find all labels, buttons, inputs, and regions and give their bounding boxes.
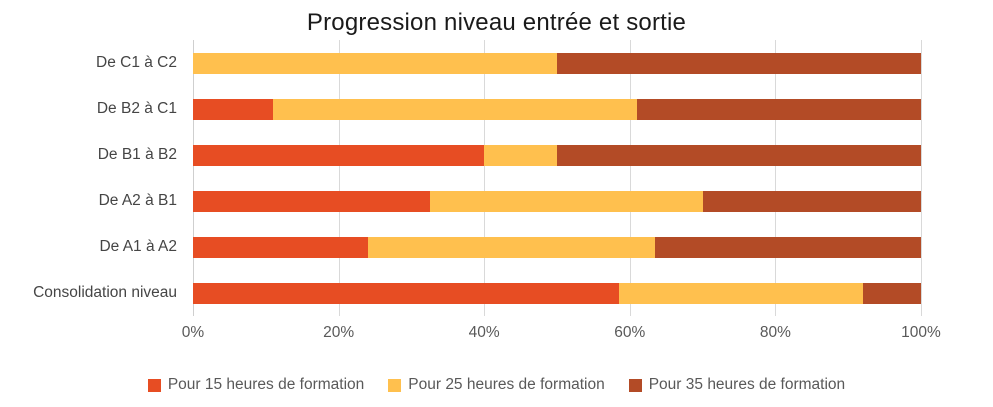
bar-row [193,178,921,224]
y-axis-label: Consolidation niveau [33,284,177,301]
legend-swatch [388,378,402,392]
y-axis-label: De B2 à C1 [96,100,177,117]
x-axis-tick-label: 100% [901,324,941,341]
bar-segment-series1 [193,144,485,166]
y-axis-label: De A1 à A2 [99,238,177,255]
stacked-bar [193,190,921,212]
gridline [775,40,777,316]
bar-segment-series3 [637,98,921,120]
legend-item: Pour 35 heures de formation [628,376,846,394]
bar-segment-series2 [429,190,703,212]
y-axis-labels: De C1 à C2 De B2 à C1 De B1 à B2 De A2 à B1… [0,40,185,316]
bars-container [193,40,921,316]
gridline [338,40,340,316]
bar-segment-series3 [556,144,921,166]
legend-swatch [628,378,642,392]
bar-segment-series1 [193,282,619,304]
bar-row [193,132,921,178]
bar-segment-series1 [193,190,430,212]
gridline [484,40,486,316]
bar-segment-series3 [702,190,921,212]
legend-item: Pour 15 heures de formation [147,376,365,394]
bar-row [193,40,921,86]
stacked-bar [193,282,921,304]
chart-legend: Pour 15 heures de formation Pour 25 heure… [0,376,993,394]
stacked-bar [193,236,921,258]
chart-title: Progression niveau entrée et sortie [306,9,687,36]
legend-label: Pour 35 heures de formation [648,376,846,393]
bar-segment-series3 [655,236,921,258]
bar-segment-series1 [193,236,368,258]
stacked-bar [193,144,921,166]
bar-segment-series3 [862,282,921,304]
stacked-bar [193,98,921,120]
gridline [193,40,194,316]
legend-label: Pour 15 heures de formation [167,376,365,393]
legend-swatch [147,378,161,392]
x-axis-tick-label: 40% [468,324,500,341]
bar-segment-series2 [273,98,638,120]
bar-row [193,86,921,132]
gridline [921,40,922,316]
stacked-bar [193,52,921,74]
bar-segment-series2 [193,52,557,74]
bar-segment-series2 [367,236,656,258]
y-axis-label: De C1 à C2 [96,54,177,71]
plot-area [193,40,922,316]
bar-row [193,224,921,270]
legend-item: Pour 25 heures de formation [388,376,605,394]
y-axis-label: De A2 à B1 [98,192,177,209]
gridline [629,40,631,316]
bar-segment-series1 [193,98,274,120]
bar-segment-series2 [618,282,863,304]
x-axis-tick-label: 60% [614,324,646,341]
legend-label: Pour 25 heures de formation [408,376,605,393]
y-axis-label: De B1 à B2 [97,146,177,163]
x-axis-tick-label: 20% [323,324,355,341]
bar-row [193,270,921,316]
x-axis-tick-label: 80% [759,324,791,341]
x-axis: 0% 20% 40% 60% 80% 100% [182,324,941,346]
bar-segment-series2 [484,144,557,166]
bar-segment-series3 [557,52,921,74]
x-axis-tick-label: 0% [181,324,205,341]
